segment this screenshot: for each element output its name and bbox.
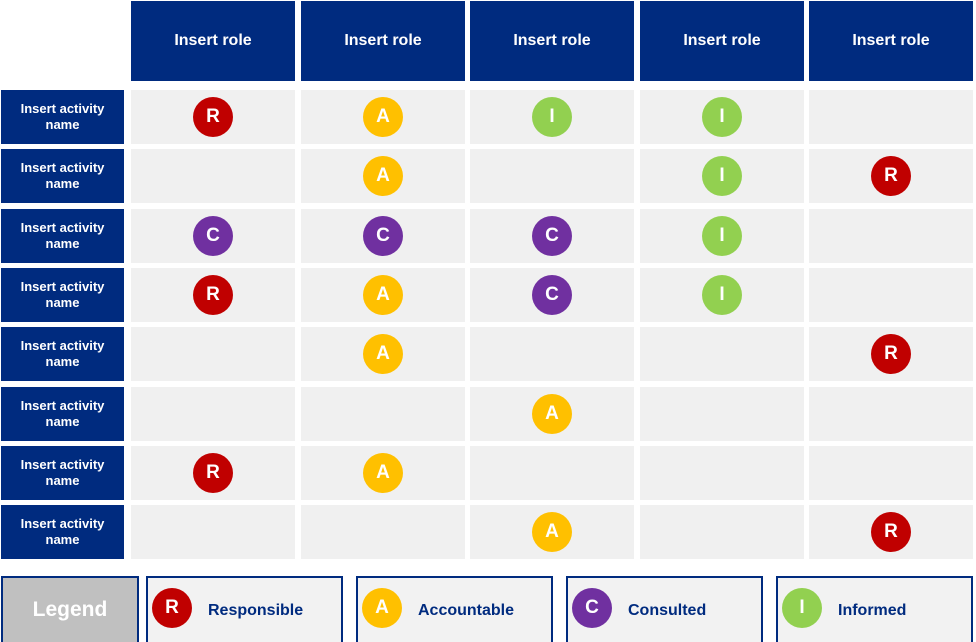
matrix-cell xyxy=(809,208,973,263)
legend-item: A Accountable xyxy=(356,576,553,642)
matrix-cell xyxy=(470,327,634,382)
raci-badge: I xyxy=(702,97,742,137)
raci-badge: R xyxy=(193,274,233,315)
matrix-cell xyxy=(640,386,804,441)
raci-badge: A xyxy=(363,452,403,493)
raci-badge: R xyxy=(871,156,911,197)
matrix-cell xyxy=(131,327,295,382)
matrix-cell xyxy=(809,386,973,441)
matrix-cell: C xyxy=(470,208,634,263)
matrix-cell xyxy=(301,386,465,441)
raci-badge: C xyxy=(363,215,403,256)
matrix-cell: A xyxy=(301,445,465,500)
activity-label: Insert activity name xyxy=(1,445,124,500)
matrix-cell: A xyxy=(470,386,634,441)
raci-badge: I xyxy=(702,156,742,197)
activity-label: Insert activity name xyxy=(1,386,124,441)
raci-badge: I xyxy=(702,215,742,256)
activity-label: Insert activity name xyxy=(1,505,124,560)
raci-badge: A xyxy=(363,274,403,315)
matrix-cell: A xyxy=(470,505,634,560)
raci-badge: C xyxy=(532,215,572,256)
legend-badge: I xyxy=(782,588,822,628)
legend-item: C Consulted xyxy=(566,576,763,642)
role-header: Insert role xyxy=(470,1,634,81)
matrix-cell: R xyxy=(131,90,295,144)
matrix-cell xyxy=(809,90,973,144)
legend-badge: C xyxy=(572,588,612,628)
role-header: Insert role xyxy=(640,1,804,81)
legend-item: R Responsible xyxy=(146,576,343,642)
matrix-cell: A xyxy=(301,267,465,322)
raci-badge: R xyxy=(193,97,233,137)
raci-badge: R xyxy=(871,334,911,375)
matrix-cell: R xyxy=(809,149,973,204)
matrix-cell xyxy=(131,386,295,441)
matrix-cell: A xyxy=(301,327,465,382)
matrix-cell xyxy=(640,327,804,382)
matrix-cell xyxy=(640,505,804,560)
matrix-cell xyxy=(301,505,465,560)
legend-label: Responsible xyxy=(208,602,304,619)
raci-badge: C xyxy=(532,274,572,315)
role-header: Insert role xyxy=(131,1,295,81)
matrix-cell: R xyxy=(131,267,295,322)
matrix-cell: C xyxy=(131,208,295,263)
raci-badge: A xyxy=(532,393,572,434)
activity-label: Insert activity name xyxy=(1,267,124,322)
legend-item: I Informed xyxy=(776,576,973,642)
matrix-cell: I xyxy=(640,149,804,204)
matrix-cell: I xyxy=(640,208,804,263)
matrix-cell xyxy=(809,267,973,322)
matrix-cell: R xyxy=(809,327,973,382)
activity-label: Insert activity name xyxy=(1,208,124,263)
matrix-cell xyxy=(470,149,634,204)
legend-badge: R xyxy=(152,588,192,628)
raci-badge: A xyxy=(363,334,403,375)
matrix-cell xyxy=(131,505,295,560)
matrix-cell: R xyxy=(131,445,295,500)
legend-badge: A xyxy=(362,588,402,628)
raci-badge: A xyxy=(532,512,572,553)
matrix-cell: A xyxy=(301,149,465,204)
legend-title: Legend xyxy=(1,576,139,642)
legend-label: Accountable xyxy=(418,602,515,619)
activity-label: Insert activity name xyxy=(1,327,124,382)
matrix-cell xyxy=(809,445,973,500)
activity-label: Insert activity name xyxy=(1,90,124,144)
matrix-cell: R xyxy=(809,505,973,560)
activity-label: Insert activity name xyxy=(1,149,124,204)
raci-badge: A xyxy=(363,156,403,197)
matrix-cell xyxy=(470,445,634,500)
matrix-cell xyxy=(640,445,804,500)
matrix-cell: I xyxy=(640,90,804,144)
role-header: Insert role xyxy=(809,1,973,81)
matrix-cell: C xyxy=(470,267,634,322)
legend-label: Consulted xyxy=(628,602,707,619)
matrix-cell: C xyxy=(301,208,465,263)
raci-badge: C xyxy=(193,215,233,256)
matrix-cell: I xyxy=(470,90,634,144)
legend-label: Informed xyxy=(838,602,907,619)
raci-badge: I xyxy=(532,97,572,137)
matrix-cell: I xyxy=(640,267,804,322)
raci-badge: A xyxy=(363,97,403,137)
matrix-cell xyxy=(131,149,295,204)
raci-badge: I xyxy=(702,274,742,315)
raci-badge: R xyxy=(193,452,233,493)
raci-badge: R xyxy=(871,512,911,553)
matrix-cell: A xyxy=(301,90,465,144)
role-header: Insert role xyxy=(301,1,465,81)
